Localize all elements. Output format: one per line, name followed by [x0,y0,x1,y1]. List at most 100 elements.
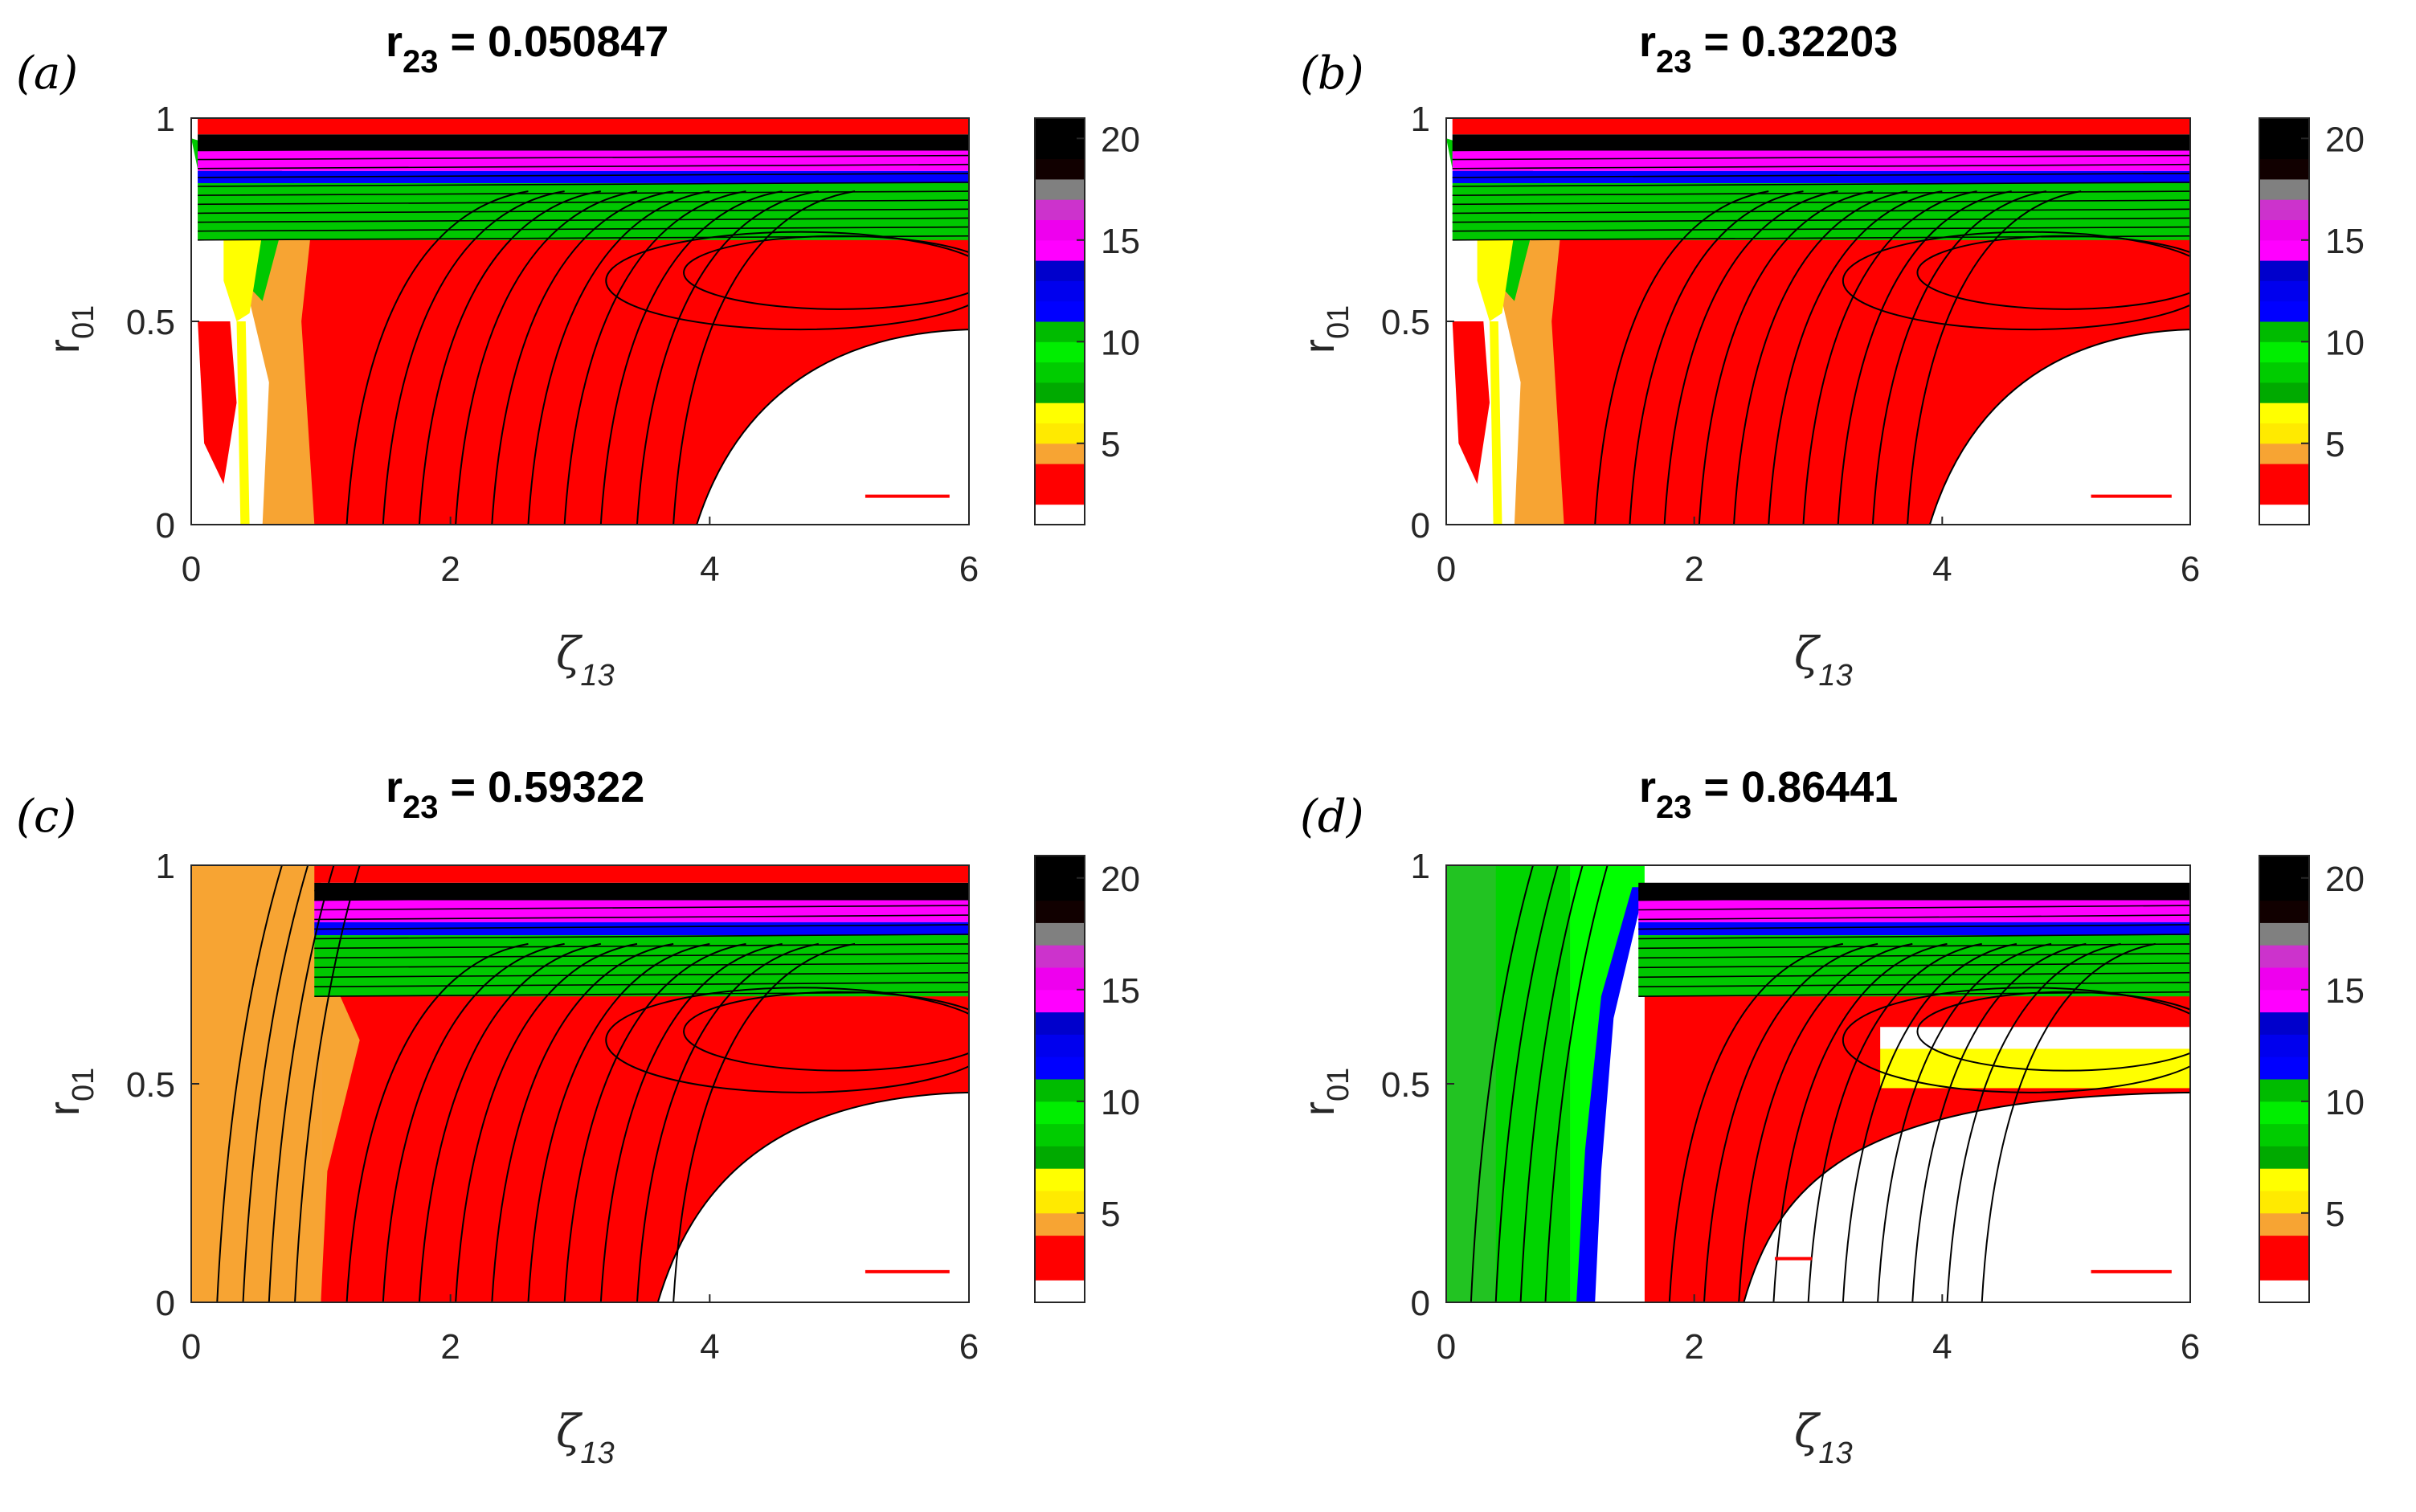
contour-band-line [198,235,969,241]
x-label-symbol: ζ [556,1406,583,1458]
region-white [696,329,969,525]
y-tick-label: 1 [1411,847,1430,886]
y-label-symbol: r [1295,339,1343,353]
contour-line [599,190,783,525]
colorbar-segment [1035,1056,1085,1080]
colorbar-segment [2259,118,2309,139]
x-tick-label: 0 [182,550,201,589]
colorbar-segment [2259,989,2309,1013]
colorbar-segment [1035,300,1085,322]
contour-band-line [1638,953,2190,959]
contour-line [1768,190,1943,525]
x-label-subscript: 13 [580,1436,614,1470]
contour-line [491,942,674,1302]
contour-band-line [1452,145,2190,152]
colorbar-segment [1035,900,1085,923]
contour-line [455,942,638,1302]
chart-title: r23 = 0.86441 [1639,763,1898,825]
x-tick-label: 6 [959,1327,979,1367]
contour-band-line [198,182,969,187]
contour-band-line [1452,199,2190,206]
y-label-symbol: r [1295,1101,1343,1116]
colorbar-segment [1035,199,1085,220]
contour-line [1594,190,1769,525]
contour-line [1738,942,1913,1302]
contour-line [527,942,710,1302]
contour-loop [683,991,969,1072]
x-tick-label: 0 [1437,1327,1456,1367]
contour-band-line [314,885,969,892]
title-subscript: 23 [1656,790,1692,825]
region-green-mid [1495,865,1571,1302]
contour-line [527,190,710,525]
colorbar-segment [1035,989,1085,1013]
plot-area [1446,118,2190,525]
colorbar-segment [2259,1079,2309,1102]
colorbar-segment [1035,945,1085,968]
band-red-top [314,865,969,883]
x-axis-label: ζ13 [1794,1406,1853,1470]
colorbar-segment [1035,260,1085,281]
contour-band-line [1638,991,2190,997]
contour-band-line [198,163,969,170]
plot-area [191,118,969,525]
colorbar-segment [1035,856,1085,879]
contour-band-line [1638,914,2190,921]
colorbar-tick-label: 10 [1101,1083,1140,1122]
panel-label: (b) [1300,47,1364,100]
contour-line [1842,942,2017,1302]
colorbar-tick-label: 10 [2325,1083,2365,1122]
colorbar-segment [2259,1123,2309,1146]
colorbar-segment [2259,504,2309,525]
contour-line [382,942,565,1302]
contour-line [382,190,565,525]
colorbar-segment [2259,967,2309,991]
contour-line [1772,942,1948,1302]
contour-band-line [1638,905,2190,911]
x-tick-label: 6 [959,550,979,589]
contour-band-line [1452,208,2190,215]
title-value: = 0.59322 [439,763,645,811]
y-tick-label: 0.5 [1381,1065,1430,1105]
contour-band-line [314,981,969,988]
colorbar-segment [2259,1056,2309,1080]
colorbar-segment [2259,1257,2309,1281]
colorbar-segment [1035,443,1085,464]
contour-line [1629,190,1804,525]
x-tick-label: 6 [2181,1327,2200,1367]
title-symbol: r [386,763,403,811]
colorbar-segment [2259,362,2309,383]
colorbar-segment [1035,341,1085,363]
colorbar-segment [2259,1101,2309,1125]
colorbar-segment [2259,219,2309,241]
contour-loop [683,235,969,310]
colorbar-segment [2259,464,2309,484]
colorbar-segment [1035,877,1085,901]
contour-band-line [314,943,969,950]
contour-line [1663,190,1838,525]
title-symbol: r [386,18,403,66]
contour-band-line [1452,235,2190,241]
y-tick-label: 0.5 [126,1065,175,1105]
x-tick-label: 4 [1932,1327,1952,1367]
x-label-symbol: ζ [1794,1406,1821,1458]
contour-band-line [198,199,969,206]
colorbar-tick-label: 15 [2325,222,2365,261]
contour-band-line [314,934,969,940]
y-tick-label: 0 [1411,1284,1430,1323]
region-white [656,1091,969,1302]
colorbar-segment [2259,1146,2309,1169]
colorbar-segment [1035,118,1085,139]
contour-line [1807,942,1982,1302]
colorbar-segment [2259,1212,2309,1236]
contour-band-line [314,962,969,969]
colorbar-segment [1035,321,1085,342]
colorbar-segment [2259,856,2309,879]
region-orange-edge [321,952,360,1302]
region-yellow-band [1880,1048,2190,1089]
plot-area [191,865,969,1302]
colorbar-segment [2259,1191,2309,1214]
x-axis-label: ζ13 [1794,628,1853,693]
